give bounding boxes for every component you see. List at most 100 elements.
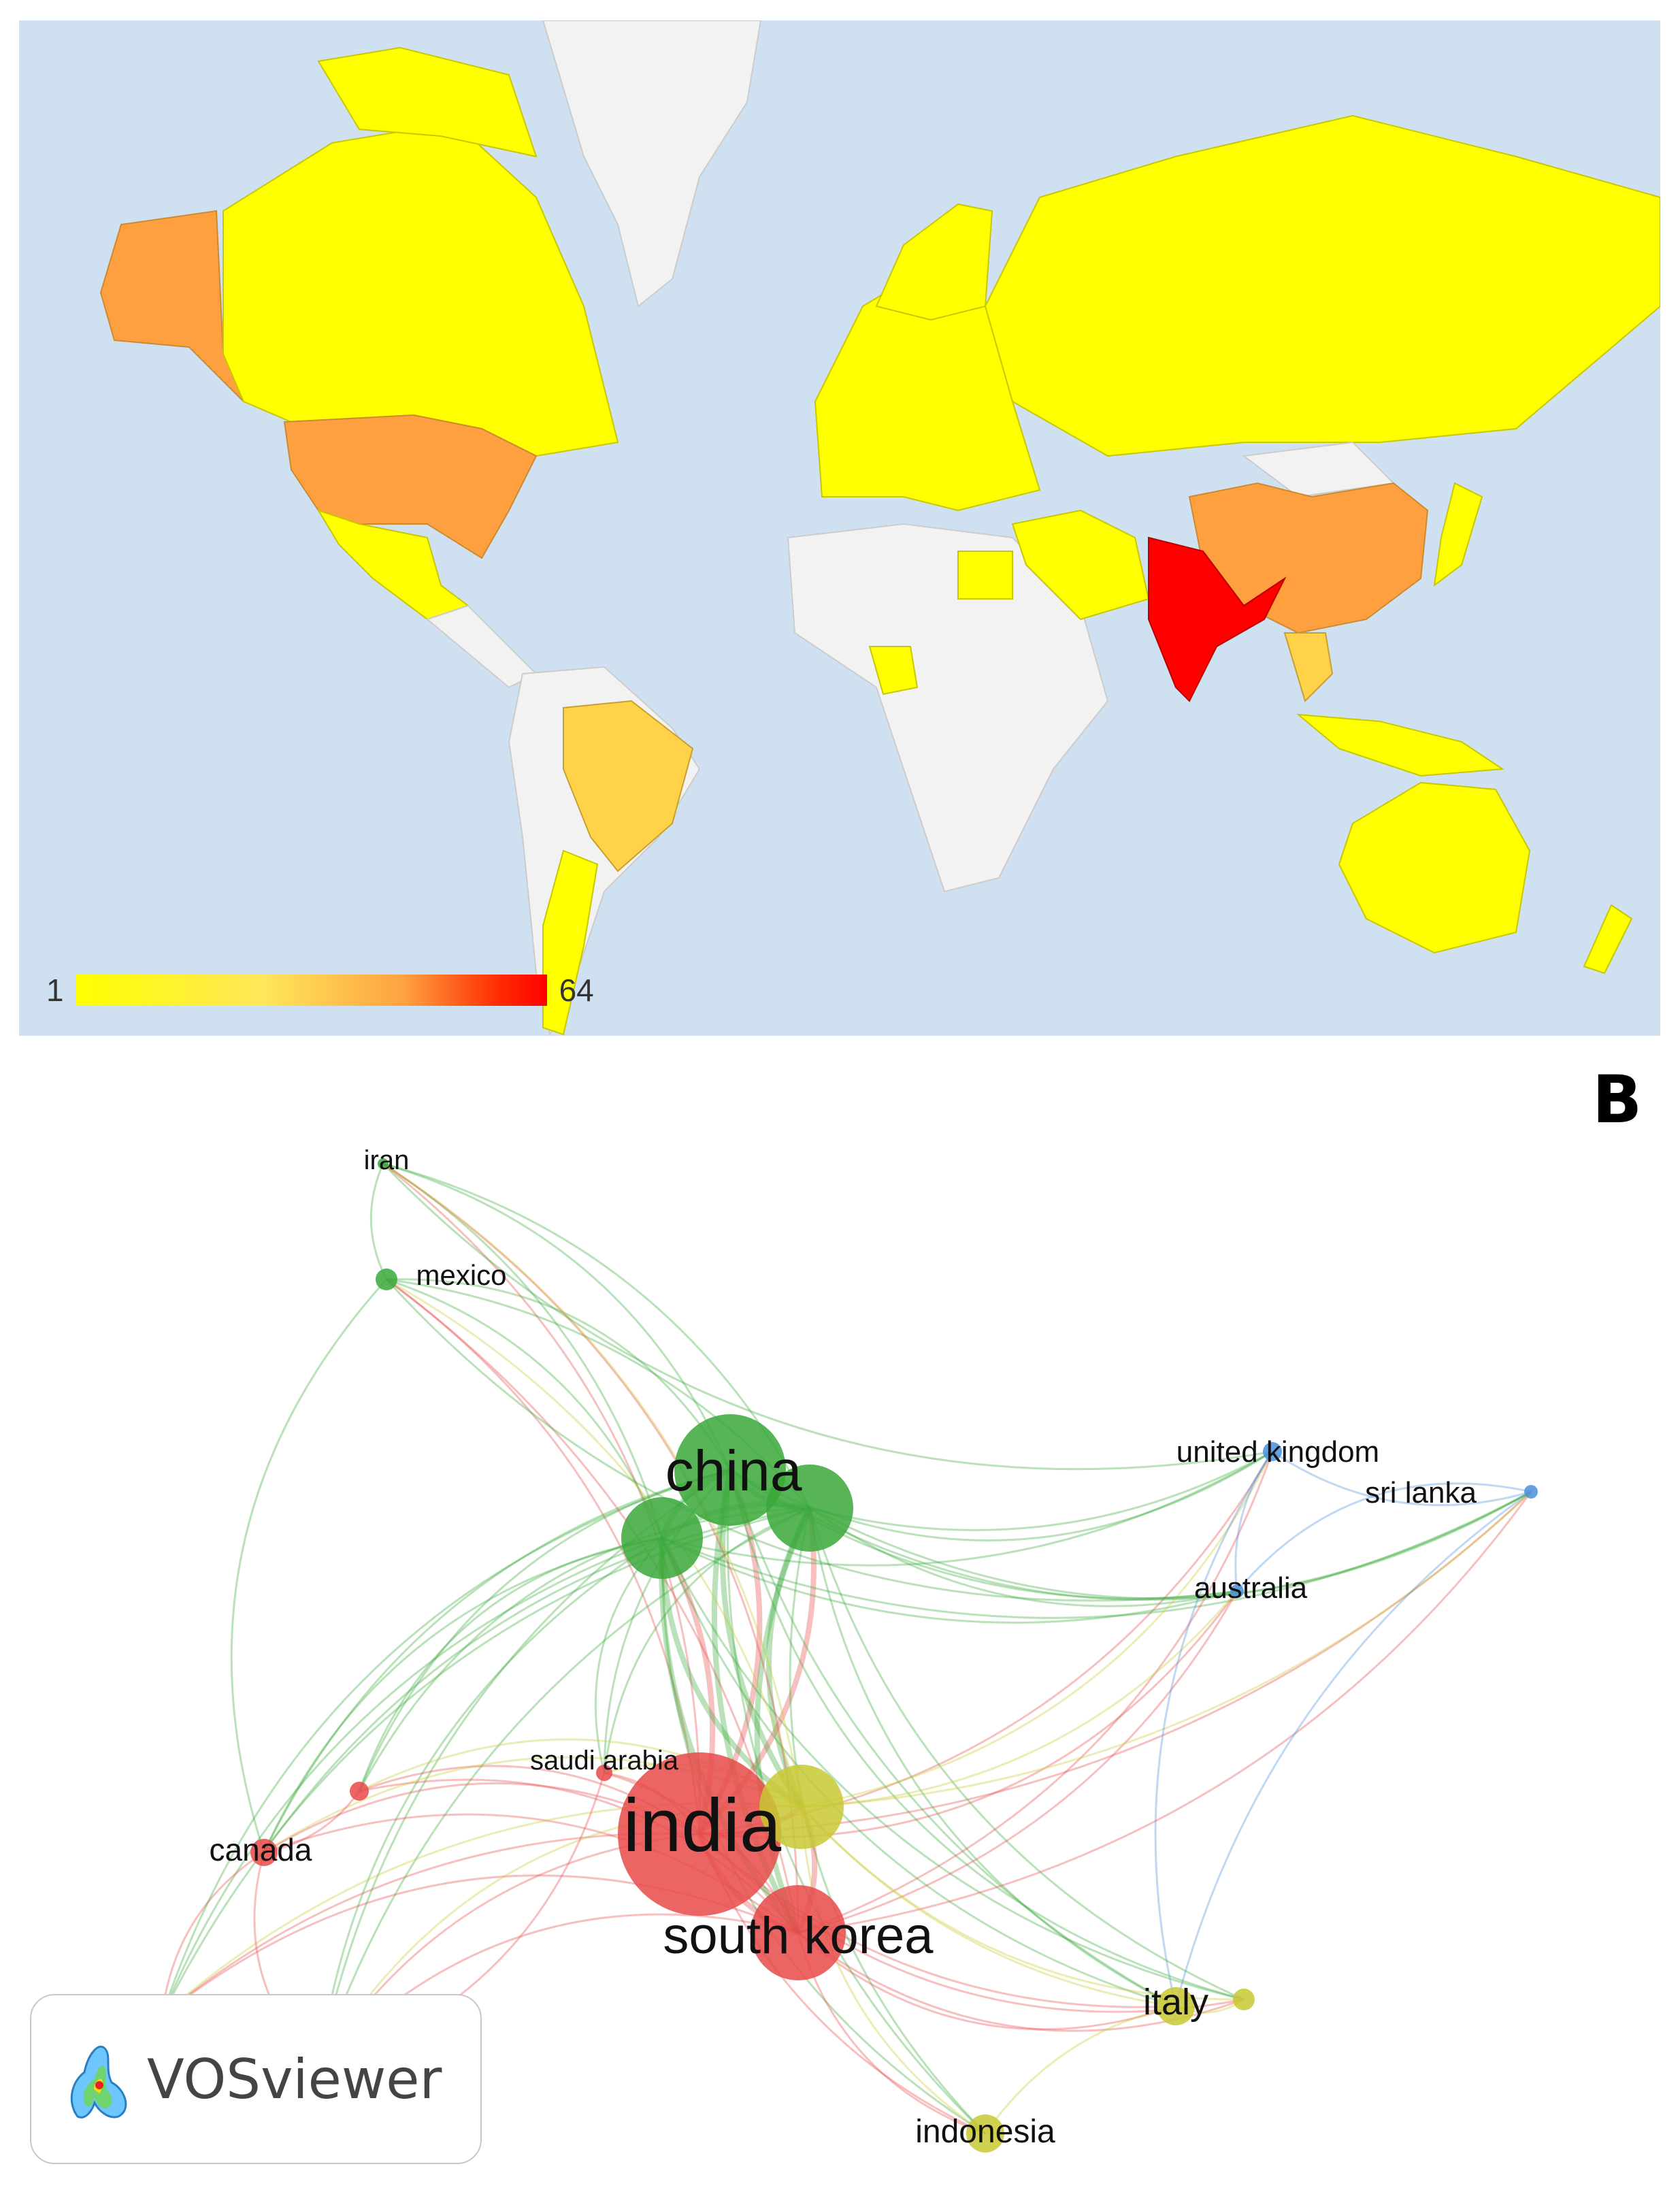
node-label-iran: iran — [364, 1145, 410, 1175]
node-label-china: china — [665, 1439, 802, 1503]
country-arctic-islands — [317, 46, 538, 158]
node-mexico — [376, 1269, 397, 1290]
network-edge — [801, 1490, 1532, 1808]
network-edge — [808, 1507, 1176, 2008]
network-edge — [263, 1791, 361, 1854]
network-edge — [382, 1162, 1273, 1471]
country-indonesia — [1296, 713, 1504, 777]
country-nigeria — [868, 646, 919, 696]
network-edge — [263, 1537, 663, 1853]
node-label-saudi-arabia: saudi arabia — [530, 1746, 679, 1776]
network-edge — [385, 1278, 1238, 1602]
network-edge — [386, 1278, 663, 1539]
country-usa — [283, 414, 538, 559]
network-edge — [161, 1851, 265, 2016]
node-label-india: india — [623, 1784, 782, 1867]
network-nodes — [155, 1158, 1538, 2153]
network-edge — [661, 1537, 1245, 2001]
network-edge — [1174, 1490, 1532, 2007]
network-edge — [161, 1832, 700, 2017]
network-edge — [765, 1507, 812, 1808]
network-edge — [661, 1490, 1532, 1619]
country-india — [1148, 536, 1287, 702]
node-south-korea — [751, 1885, 846, 1980]
network-edge — [754, 1507, 812, 1934]
network-edge — [382, 1162, 663, 1539]
node-italy — [1157, 1987, 1195, 2025]
node-label-sri-lanka: sri lanka — [1365, 1476, 1477, 1509]
network-edge — [801, 1590, 1238, 1808]
network-edge — [1272, 1450, 1532, 1507]
node-australia — [1230, 1584, 1244, 1598]
network-edge — [386, 1278, 701, 1835]
network-edge — [382, 1162, 803, 1808]
node-label-south-korea: south korea — [663, 1907, 934, 1965]
node-united-kingdom — [1263, 1442, 1282, 1461]
region-southeast-asia — [1283, 632, 1334, 702]
network-edge — [809, 1450, 1273, 1531]
node-yellow-big — [759, 1765, 844, 1849]
network-edge — [661, 1537, 1238, 1624]
network-edge — [358, 1537, 663, 1792]
node-label-canada: canada — [210, 1832, 312, 1867]
network-edge — [1234, 1451, 1274, 1592]
node-label-indonesia: indonesia — [915, 2114, 1055, 2150]
network-edge — [729, 1469, 1176, 2008]
region-central-america — [425, 604, 538, 689]
network-edge — [369, 1163, 388, 1280]
country-canada — [223, 121, 619, 457]
node-label-mexico: mexico — [416, 1259, 506, 1291]
country-japan — [1433, 482, 1483, 587]
network-edge — [800, 1805, 1176, 2008]
network-edge — [1236, 1482, 1532, 1592]
world-map-svg — [99, 20, 1660, 1036]
world-map: 1 64 — [19, 20, 1660, 1036]
network-edge — [809, 1507, 1238, 1607]
node-label-united-kingdom: united kingdom — [1176, 1435, 1379, 1469]
network-edge — [984, 2005, 1176, 2134]
network-edge — [382, 1162, 701, 1835]
network-edge — [808, 1507, 1245, 2001]
network-edge — [263, 1469, 731, 1853]
vosviewer-text: VOSviewer — [147, 2047, 442, 2111]
country-new-zealand — [1583, 904, 1633, 975]
node-indonesia — [966, 2114, 1004, 2153]
node-china-3 — [621, 1497, 703, 1579]
region-scandinavia — [875, 203, 993, 321]
node-china-2 — [766, 1465, 853, 1552]
network-edge — [317, 1537, 663, 2070]
network-edge — [797, 1451, 1274, 1934]
panel-b-label: B — [1592, 1062, 1643, 1138]
node-saudi-arabia — [596, 1765, 612, 1781]
node-canada — [250, 1839, 278, 1866]
network-edge — [797, 1491, 1532, 1934]
network-edge — [797, 1590, 1238, 1934]
node-label-australia: australia — [1194, 1571, 1308, 1605]
legend-gradient-bar — [76, 975, 547, 1006]
node-india — [618, 1752, 781, 1916]
legend-max-label: 64 — [559, 973, 594, 1008]
network-edge — [161, 1537, 663, 2016]
node-red-small — [350, 1782, 369, 1801]
color-legend: 1 64 — [46, 966, 594, 1014]
vosviewer-badge: VOSviewer — [30, 1994, 482, 2164]
country-egypt — [957, 551, 1013, 600]
vosviewer-logo-icon — [70, 2046, 127, 2119]
network-edge — [382, 1162, 731, 1471]
network-edge — [809, 1490, 1532, 1600]
network-edge — [263, 1507, 810, 1853]
network-edge — [603, 1507, 810, 1774]
node-china — [674, 1414, 786, 1526]
network-edge — [317, 1507, 810, 2070]
country-australia — [1338, 781, 1531, 954]
network-edge — [801, 1451, 1274, 1808]
node-yellow-small — [1233, 1989, 1255, 2010]
network-edge — [161, 1469, 731, 2016]
network-edge — [230, 1278, 388, 1853]
network-edges — [161, 1162, 1532, 2135]
network-edge — [358, 1469, 731, 1792]
network-edge — [661, 1537, 1176, 2008]
network-edge — [386, 1278, 731, 1471]
network-edge — [1154, 1451, 1274, 2007]
node-iran — [378, 1158, 389, 1169]
